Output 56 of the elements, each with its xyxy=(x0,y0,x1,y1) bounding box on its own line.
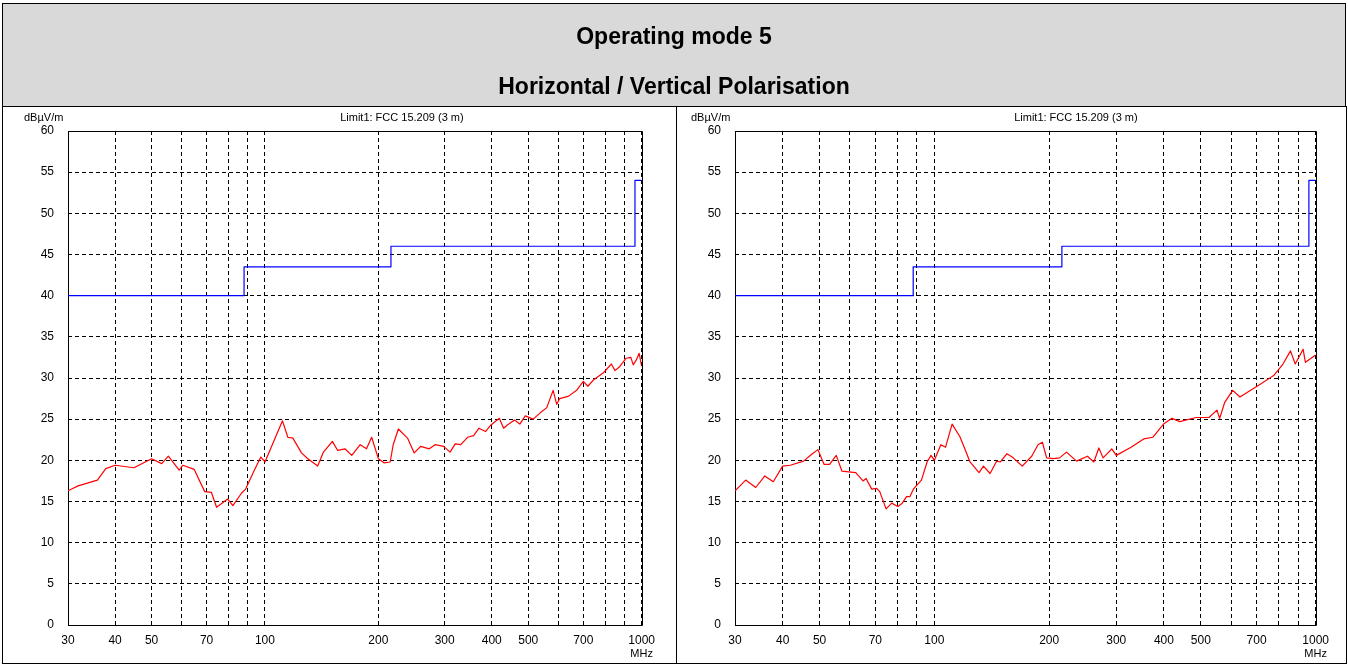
y-tick-label: 30 xyxy=(707,370,722,385)
x-axis-title: MHz xyxy=(630,647,653,660)
x-axis-title: MHz xyxy=(1304,647,1327,660)
y-tick-label: 25 xyxy=(40,411,55,426)
x-tick-label: 30 xyxy=(728,632,742,647)
y-axis-title: dBµV/m xyxy=(24,111,64,124)
y-tick-label: 55 xyxy=(40,164,55,179)
x-tick-label: 100 xyxy=(254,632,276,647)
y-tick-label: 30 xyxy=(40,370,55,385)
y-tick-label: 20 xyxy=(707,452,722,467)
y-tick-label: 40 xyxy=(707,287,722,302)
x-tick-label: 300 xyxy=(1106,632,1127,647)
y-tick-label: 5 xyxy=(714,576,722,591)
y-tick-label: 10 xyxy=(707,534,722,549)
y-tick-label: 60 xyxy=(40,123,55,138)
x-tick-label: 700 xyxy=(573,632,594,647)
y-tick-label: 15 xyxy=(707,493,722,508)
y-tick-label: 45 xyxy=(40,246,55,261)
x-tick-label: 50 xyxy=(812,632,827,647)
y-tick-label: 35 xyxy=(707,329,722,344)
y-tick-label: 45 xyxy=(707,246,722,261)
y-tick-label: 35 xyxy=(40,329,55,344)
y-tick-label: 40 xyxy=(40,287,55,302)
x-tick-label: 40 xyxy=(108,632,123,647)
y-tick-label: 55 xyxy=(707,164,722,179)
chart-title: Operating mode 5 xyxy=(575,22,773,50)
x-tick-label: 400 xyxy=(481,632,503,647)
y-tick-label: 60 xyxy=(707,123,722,138)
y-tick-label: 0 xyxy=(47,617,55,632)
y-tick-label: 10 xyxy=(40,534,55,549)
x-tick-label: 50 xyxy=(144,632,159,647)
y-axis-title: dBµV/m xyxy=(691,111,731,124)
y-tick-label: 50 xyxy=(707,205,722,220)
x-tick-label: 500 xyxy=(1190,632,1212,647)
x-tick-label: 500 xyxy=(518,632,539,647)
y-tick-label: 20 xyxy=(40,452,55,467)
x-tick-label: 70 xyxy=(199,632,214,647)
text: Limit1: FCC 15.209 (3 m) xyxy=(1014,111,1138,124)
x-tick-label: 1000 xyxy=(1302,632,1330,647)
y-tick-label: 0 xyxy=(714,617,722,632)
text: Limit1: FCC 15.209 (3 m) xyxy=(340,111,464,124)
x-tick-label: 70 xyxy=(868,632,883,647)
chart-subtitle: Horizontal / Vertical Polarisation xyxy=(497,72,851,100)
x-tick-label: 200 xyxy=(368,632,389,647)
y-tick-label: 15 xyxy=(40,493,55,508)
x-tick-label: 40 xyxy=(775,632,790,647)
x-tick-label: 700 xyxy=(1246,632,1267,647)
x-tick-label: 1000 xyxy=(628,632,656,647)
y-tick-label: 25 xyxy=(707,411,722,426)
y-tick-label: 5 xyxy=(47,576,55,591)
x-tick-label: 30 xyxy=(61,632,75,647)
x-tick-label: 200 xyxy=(1039,632,1060,647)
y-tick-label: 50 xyxy=(40,205,55,220)
x-tick-label: 400 xyxy=(1153,632,1175,647)
x-tick-label: 300 xyxy=(434,632,456,647)
x-tick-label: 100 xyxy=(924,632,945,647)
